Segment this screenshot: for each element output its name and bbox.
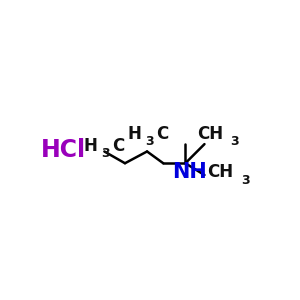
Text: C: C	[112, 136, 125, 154]
Text: C: C	[157, 125, 169, 143]
Text: H: H	[128, 125, 142, 143]
Text: 3: 3	[101, 147, 110, 160]
Text: NH: NH	[172, 162, 207, 182]
Text: HCl: HCl	[41, 138, 86, 162]
Text: 3: 3	[230, 135, 239, 148]
Text: CH: CH	[197, 125, 223, 143]
Text: CH: CH	[207, 163, 233, 181]
Text: H: H	[84, 136, 98, 154]
Text: 3: 3	[146, 135, 154, 148]
Text: 3: 3	[241, 174, 249, 187]
